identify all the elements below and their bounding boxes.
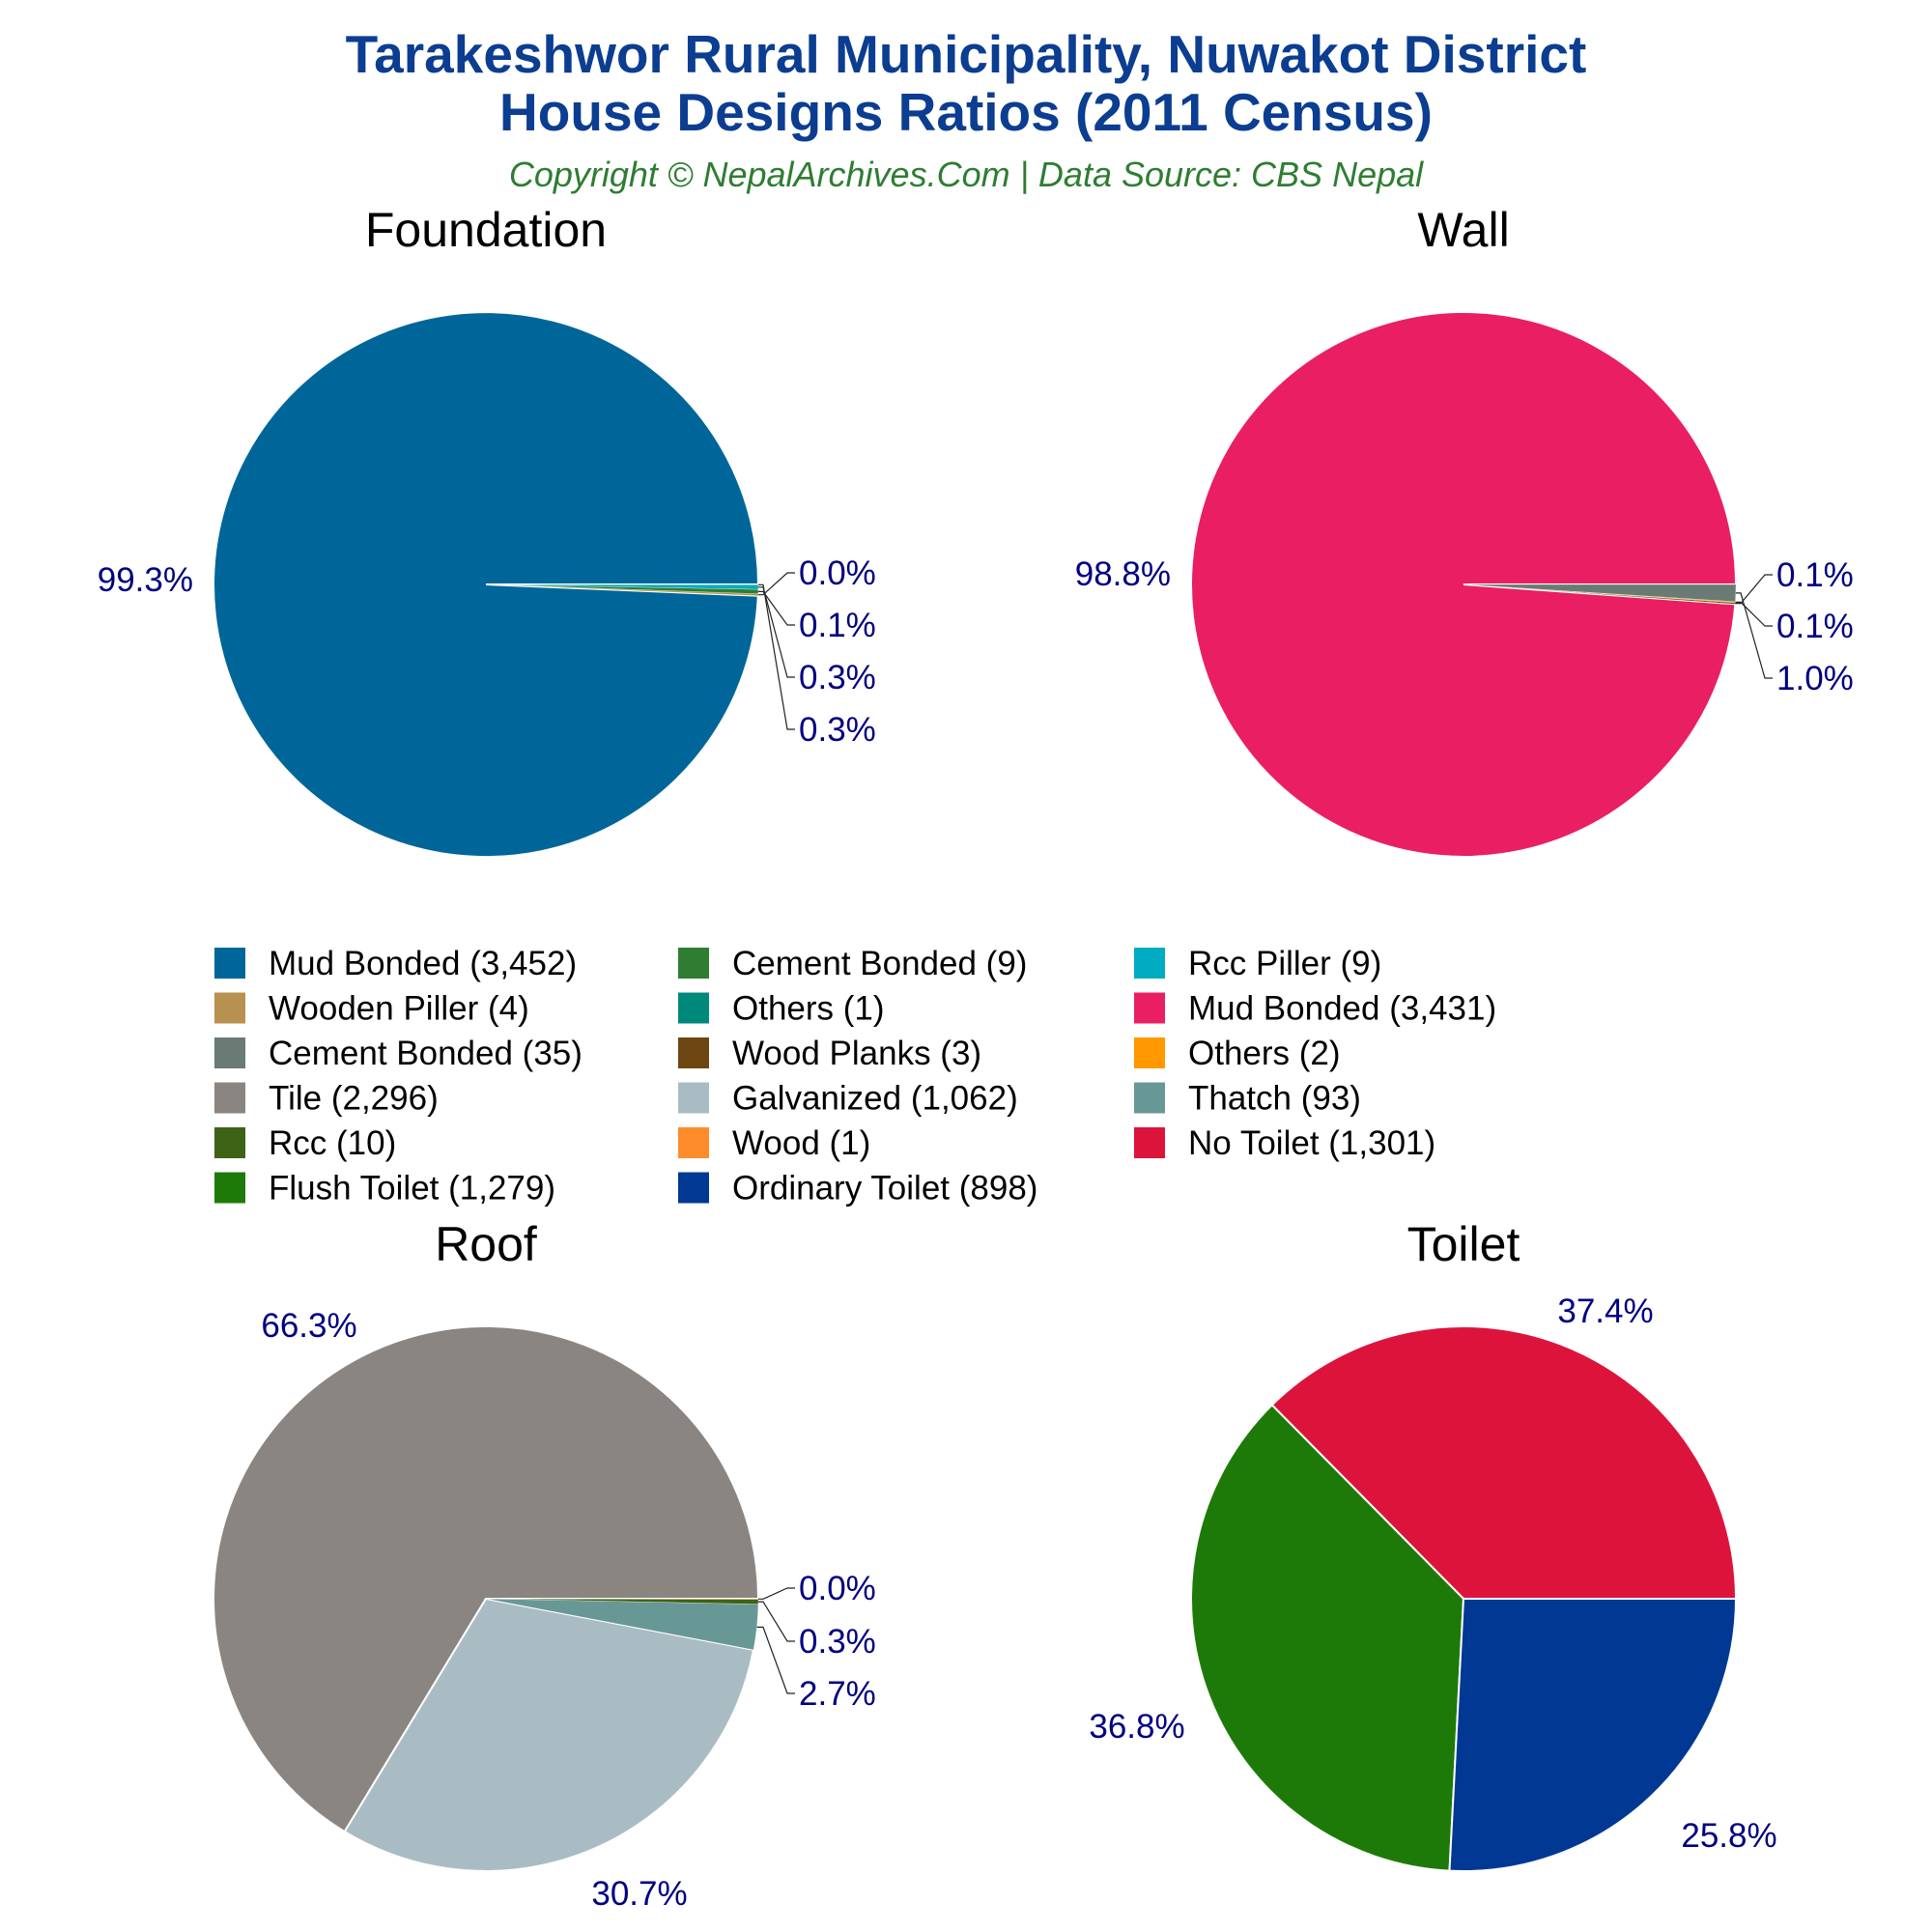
legend-swatch (214, 1082, 245, 1114)
pie-label-roof-thatch: 2.7% (799, 1675, 876, 1713)
chart-title-line-2: House Designs Ratios (2011 Census) (499, 82, 1433, 142)
legend-label: Rcc (10) (269, 1124, 396, 1162)
pie-leader-line-roof-thatch (756, 1626, 795, 1694)
legend-item-ordinary-toilet-898: Ordinary Toilet (898) (678, 1170, 1037, 1208)
legend-swatch (1134, 948, 1165, 979)
pie-leader-line-foundation-others (758, 583, 795, 730)
legend-item-others-1: Others (1) (678, 990, 885, 1028)
pie-panel-toilet: Toilet 37.4% 36.8% 25.8% (1089, 1217, 1777, 1873)
pie-slice-roof-galvanized (343, 1597, 755, 1872)
legend-swatch (214, 992, 245, 1024)
legend-item-mud-bonded-3-431: Mud Bonded (3,431) (1134, 990, 1496, 1028)
pie-label-wall-wood-planks: 0.1% (1776, 556, 1854, 594)
legend-item-wooden-piller-4: Wooden Piller (4) (214, 990, 529, 1028)
chart-title-line-1: Tarakeshwor Rural Municipality, Nuwakot … (346, 24, 1587, 84)
panel-title-foundation: Foundation (365, 203, 607, 257)
legend-label: Rcc Piller (9) (1188, 945, 1381, 982)
legend-item-mud-bonded-3-452: Mud Bonded (3,452) (214, 945, 577, 982)
legend-label: Others (1) (732, 990, 885, 1028)
legend-swatch (1134, 1082, 1165, 1114)
pie-label-foundation-wooden-piller: 0.0% (799, 554, 876, 592)
pie-leader-line-foundation-wooden-piller (757, 572, 795, 596)
pie-label-wall-cement-bonded: 1.0% (1776, 660, 1854, 697)
legend-item-flush-toilet-1-279: Flush Toilet (1,279) (214, 1170, 555, 1208)
pie-panel-foundation: Foundation 99.3% 0.0% 0.1% 0.3% 0.3% (98, 203, 876, 859)
legend-item-wood-planks-3: Wood Planks (3) (678, 1035, 981, 1072)
pie-leader-line-wall-cement-bonded (1735, 592, 1773, 679)
legend-item-wood-1: Wood (1) (678, 1124, 870, 1162)
legend-label: Wood Planks (3) (732, 1035, 981, 1072)
pie-slice-wall-cement-bonded (1463, 583, 1737, 603)
legend-item-no-toilet-1-301: No Toilet (1,301) (1134, 1124, 1435, 1162)
legend-label: Mud Bonded (3,431) (1188, 990, 1496, 1028)
pie-panel-roof: Roof 66.3% 30.7% 2.7% 0.3% 0.0% (213, 1217, 876, 1913)
legend-swatch (678, 1082, 709, 1114)
pie-label-roof-wood: 0.0% (799, 1570, 876, 1607)
legend-swatch (1134, 992, 1165, 1024)
legend-item-rcc-10: Rcc (10) (214, 1124, 396, 1162)
legend-swatch (678, 1037, 709, 1068)
pie-leader-line-roof-wood (758, 1587, 795, 1600)
legend-item-tile-2-296: Tile (2,296) (214, 1080, 439, 1118)
legend-item-cement-bonded-35: Cement Bonded (35) (214, 1035, 582, 1072)
pie-label-roof-rcc: 0.3% (799, 1623, 876, 1661)
pie-panel-wall: Wall 98.8% 0.1% 0.1% 1.0% (1075, 203, 1854, 858)
pie-label-roof-tile: 66.3% (261, 1307, 356, 1345)
pie-slice-roof-tile (213, 1325, 760, 1833)
legend-label: Wooden Piller (4) (269, 990, 529, 1028)
pie-leader-line-wall-others (1735, 601, 1773, 627)
pie-leader-line-foundation-rcc-piller (758, 586, 795, 678)
legend-swatch (214, 1127, 245, 1158)
chart-subtitle: Copyright © NepalArchives.Com | Data Sou… (509, 155, 1424, 194)
legend-swatch (1134, 1037, 1165, 1068)
legend-label: Mud Bonded (3,452) (269, 945, 577, 982)
legend-label: No Toilet (1,301) (1188, 1124, 1435, 1162)
legend-swatch (214, 948, 245, 979)
legend-label: Galvanized (1,062) (732, 1080, 1018, 1118)
legend-swatch (214, 1172, 245, 1204)
panel-title-wall: Wall (1417, 203, 1509, 257)
pie-label-foundation-cement-bonded: 0.1% (799, 607, 876, 644)
pie-label-toilet-no-toilet: 37.4% (1557, 1293, 1653, 1330)
legend-item-cement-bonded-9: Cement Bonded (9) (678, 945, 1027, 982)
legend-label: Cement Bonded (35) (269, 1035, 582, 1072)
legend-item-galvanized-1-062: Galvanized (1,062) (678, 1080, 1018, 1118)
legend-swatch (678, 1172, 709, 1204)
legend: Mud Bonded (3,452) Wooden Piller (4) Cemen… (214, 945, 1496, 1208)
legend-label: Tile (2,296) (269, 1080, 439, 1118)
pie-label-foundation-rcc-piller: 0.3% (799, 659, 876, 696)
legend-swatch (678, 1127, 709, 1158)
pie-label-wall-mud-bonded: 98.8% (1075, 555, 1171, 593)
pie-slice-toilet-ordinary-toilet (1448, 1598, 1738, 1873)
legend-swatch (1134, 1127, 1165, 1158)
pie-label-foundation-mud-bonded: 99.3% (98, 561, 193, 599)
panel-title-toilet: Toilet (1407, 1217, 1520, 1271)
legend-swatch (214, 1037, 245, 1068)
legend-item-rcc-piller-9: Rcc Piller (9) (1134, 945, 1381, 982)
legend-label: Thatch (93) (1188, 1080, 1361, 1118)
pie-leader-line-wall-wood-planks (1735, 574, 1773, 605)
legend-label: Cement Bonded (9) (732, 945, 1027, 982)
pie-label-wall-others: 0.1% (1776, 608, 1854, 645)
pie-leader-line-roof-rcc (758, 1601, 795, 1642)
pie-label-toilet-ordinary-toilet: 25.8% (1681, 1817, 1776, 1855)
legend-swatch (678, 992, 709, 1024)
panel-title-roof: Roof (435, 1217, 537, 1271)
pie-label-toilet-flush-toilet: 36.8% (1089, 1708, 1184, 1746)
legend-label: Others (2) (1188, 1035, 1341, 1072)
legend-item-others-2: Others (2) (1134, 1035, 1341, 1072)
pie-label-roof-galvanized: 30.7% (591, 1875, 687, 1913)
pie-slice-toilet-no-toilet (1270, 1325, 1738, 1600)
legend-label: Ordinary Toilet (898) (732, 1170, 1037, 1208)
legend-swatch (678, 948, 709, 979)
pie-panels: Foundation 99.3% 0.0% 0.1% 0.3% 0.3% Wall 98.8%… (98, 203, 1854, 1913)
pie-leader-line-foundation-cement-bonded (757, 590, 795, 626)
legend-label: Flush Toilet (1,279) (269, 1170, 555, 1208)
legend-item-thatch-93: Thatch (93) (1134, 1080, 1361, 1118)
legend-label: Wood (1) (732, 1124, 870, 1162)
pie-slice-toilet-flush-toilet (1190, 1404, 1465, 1872)
pie-label-foundation-others: 0.3% (799, 711, 876, 749)
